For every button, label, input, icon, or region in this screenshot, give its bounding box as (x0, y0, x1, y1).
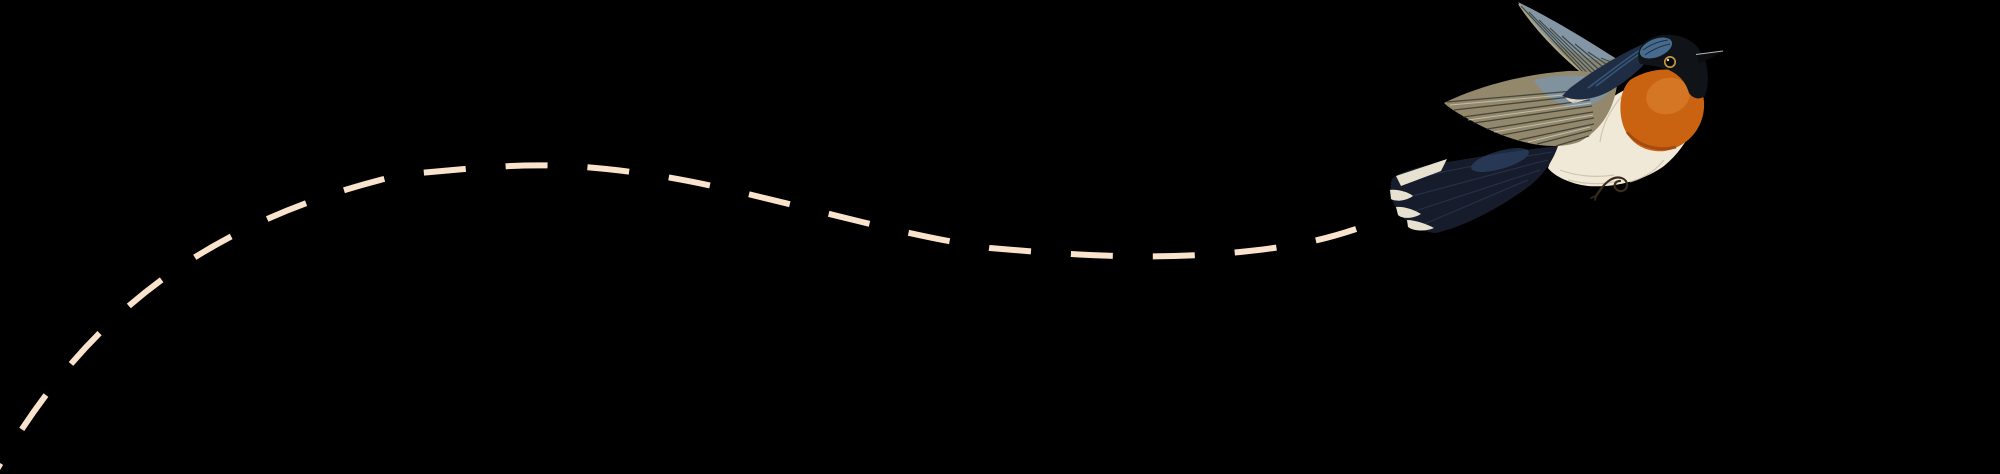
beak-shape (1697, 51, 1724, 64)
bird-eye (1664, 55, 1677, 68)
bird-illustration (1390, 2, 1724, 233)
eye-glint (1666, 58, 1670, 62)
eye-gold-ring (1664, 55, 1677, 68)
chest-highlight (1646, 77, 1690, 115)
beak-culmen-highlight (1695, 50, 1724, 56)
bird-tail (1390, 146, 1558, 233)
crown-streaks (1642, 39, 1671, 56)
foot-curl (1608, 176, 1629, 193)
bird-chest (1620, 69, 1705, 152)
lower-wing-feather-lines (1446, 89, 1595, 147)
tail-blue-sheen (1471, 148, 1529, 172)
foot-claws (1590, 195, 1597, 201)
chest-dark-rim (1625, 131, 1677, 151)
flight-path (0, 162, 1363, 471)
bird-feet (1590, 176, 1629, 201)
bird-beak (1695, 50, 1724, 64)
tail-white-tips (1390, 159, 1447, 231)
foot-leg (1594, 178, 1612, 198)
